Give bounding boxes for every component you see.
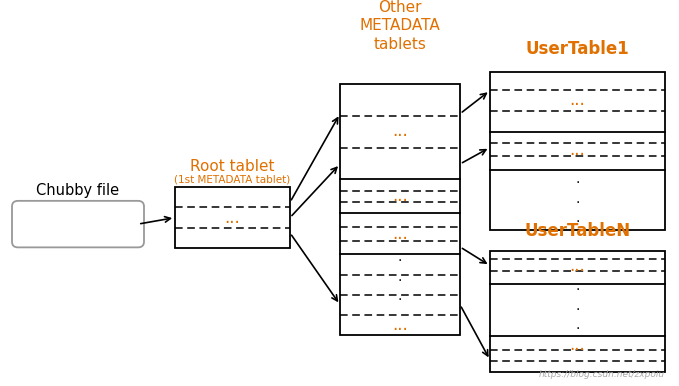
Text: Root tablet: Root tablet (190, 159, 275, 174)
Text: UserTable1: UserTable1 (526, 40, 629, 58)
Text: ...: ... (225, 208, 240, 227)
Text: ...: ... (392, 316, 408, 334)
Bar (340, 84, 460, 335)
Text: ...: ... (392, 225, 408, 243)
Text: ...: ... (392, 187, 408, 205)
Text: https://blog.csdn.net/zxpoiu: https://blog.csdn.net/zxpoiu (539, 369, 665, 379)
Text: ·
·
·: · · · (575, 283, 580, 336)
Text: ·
·
·: · · · (398, 254, 402, 307)
FancyBboxPatch shape (12, 201, 144, 247)
Text: ...: ... (570, 141, 585, 159)
Text: ...: ... (570, 257, 585, 275)
Text: ...: ... (570, 91, 585, 109)
Bar (175, 187, 290, 248)
Text: (1st METADATA tablet): (1st METADATA tablet) (175, 174, 291, 185)
Text: ·
·
·: · · · (575, 176, 580, 229)
Text: Other
METADATA
tablets: Other METADATA tablets (360, 0, 441, 52)
Bar (490, 71, 665, 230)
Text: UserTableN: UserTableN (524, 222, 631, 240)
Text: ...: ... (570, 336, 585, 354)
Bar (490, 251, 665, 372)
Text: Chubby file: Chubby file (37, 183, 120, 198)
Text: ...: ... (392, 122, 408, 141)
